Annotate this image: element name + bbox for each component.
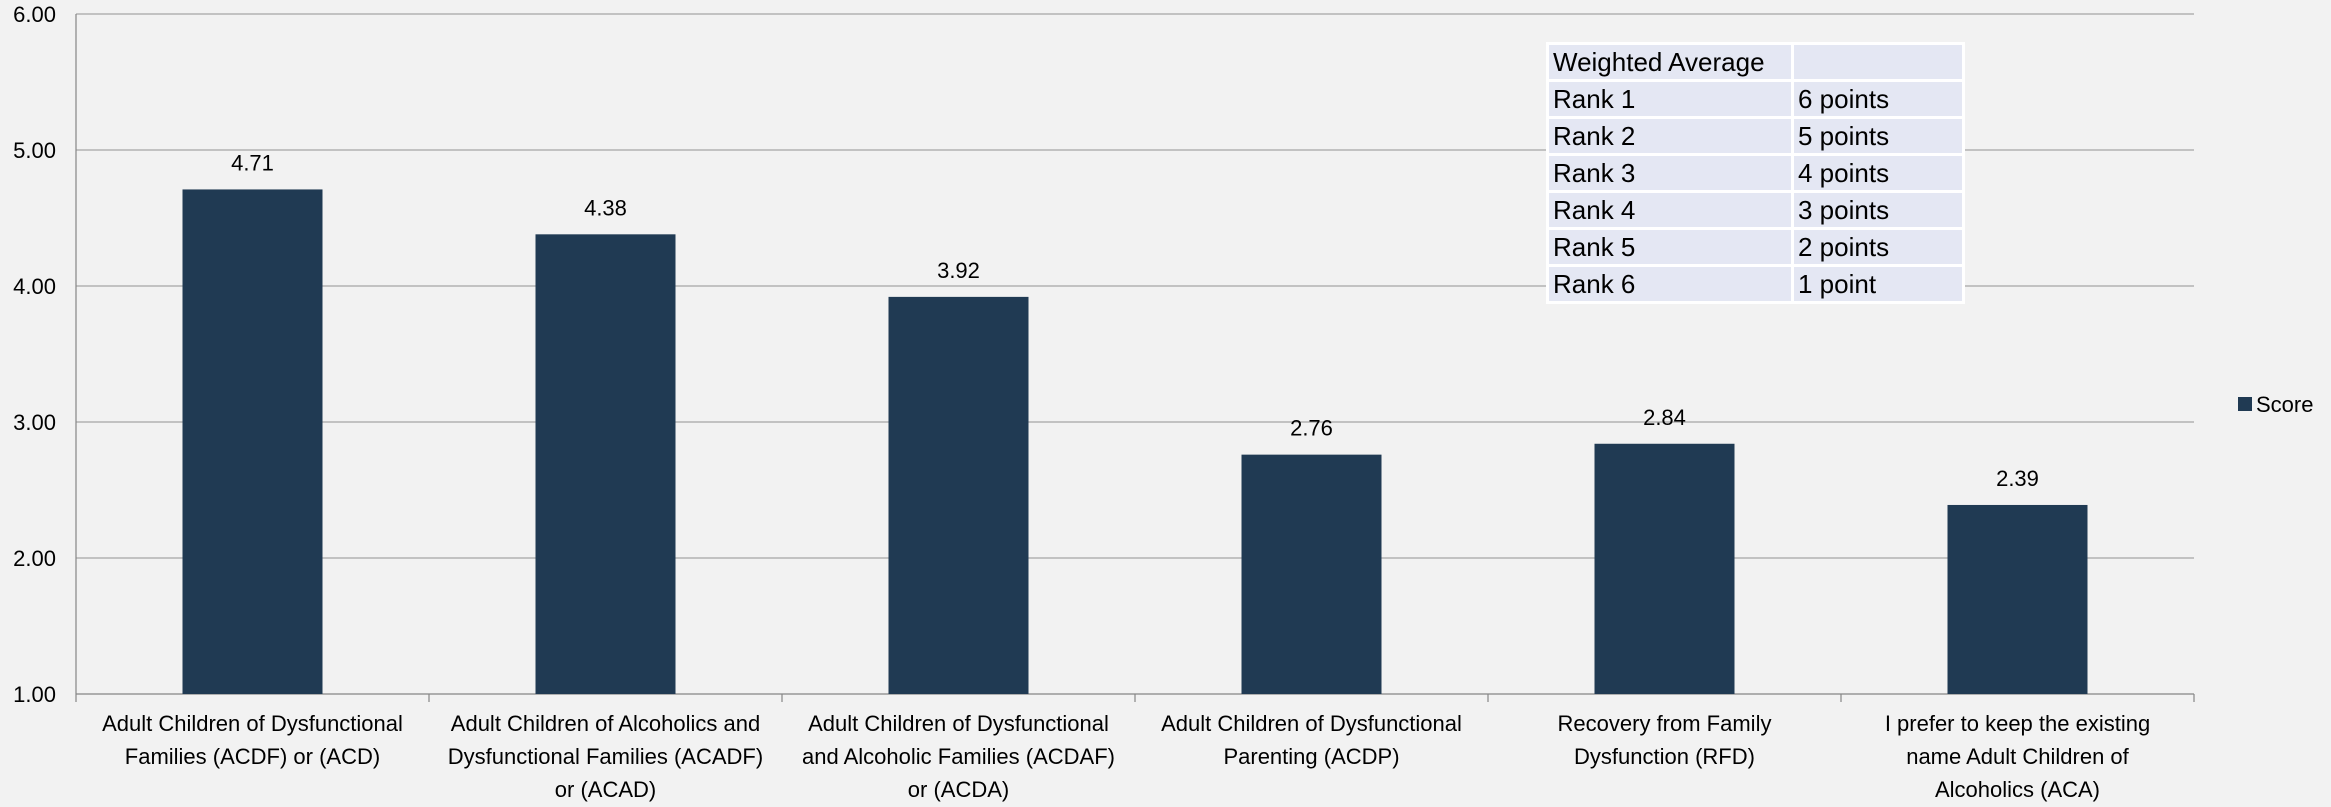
bar	[1947, 504, 2088, 694]
category-label: Adult Children of Dysfunctional Parenting…	[1161, 711, 1462, 769]
table-row: Rank 6 1 point	[1546, 264, 1965, 304]
category-label-line: or (ACDA)	[908, 777, 1009, 802]
category-label: Adult Children of Alcoholics and Dysfunct…	[448, 711, 763, 802]
y-tick-label: 5.00	[13, 138, 56, 163]
table-cell: 1 point	[1791, 264, 1965, 304]
category-label: I prefer to keep the existing name Adult …	[1885, 711, 2150, 802]
data-labels: 4.71 4.38 3.92 2.76 2.84 2.39	[231, 150, 2039, 491]
data-label: 2.76	[1290, 416, 1333, 441]
table-row: Rank 5 2 points	[1546, 227, 1965, 267]
bar	[888, 296, 1029, 694]
table-cell: Weighted Average	[1546, 42, 1794, 82]
category-label-line: Parenting (ACDP)	[1223, 744, 1399, 769]
table-cell: 6 points	[1791, 79, 1965, 119]
category-label-line: I prefer to keep the existing	[1885, 711, 2150, 736]
table-row: Rank 2 5 points	[1546, 116, 1965, 156]
data-label: 2.84	[1643, 405, 1686, 430]
category-label-line: Dysfunctional Families (ACADF)	[448, 744, 763, 769]
category-label: Adult Children of Dysfunctional Families …	[102, 711, 403, 769]
category-label-line: or (ACAD)	[555, 777, 656, 802]
table-cell	[1791, 42, 1965, 82]
table-cell: 4 points	[1791, 153, 1965, 193]
bar	[182, 189, 323, 694]
table-cell: Rank 4	[1546, 190, 1794, 230]
table-cell: 3 points	[1791, 190, 1965, 230]
category-label-line: Adult Children of Dysfunctional	[808, 711, 1109, 736]
category-label-line: Adult Children of Dysfunctional	[1161, 711, 1462, 736]
category-label-line: Recovery from Family	[1558, 711, 1772, 736]
bar	[1241, 454, 1382, 694]
y-tick-label: 2.00	[13, 546, 56, 571]
axes	[75, 14, 2195, 702]
data-label: 4.38	[584, 195, 627, 220]
y-tick-labels: 1.00 2.00 3.00 4.00 5.00 6.00	[13, 2, 56, 707]
legend-swatch	[2238, 397, 2252, 411]
category-label-line: name Adult Children of	[1906, 744, 2129, 769]
bars	[182, 189, 2088, 694]
bar	[1594, 443, 1735, 694]
data-label: 4.71	[231, 150, 274, 175]
legend: Score	[2238, 392, 2313, 417]
table-row: Rank 4 3 points	[1546, 190, 1965, 230]
category-label: Recovery from Family Dysfunction (RFD)	[1558, 711, 1772, 769]
weighted-average-table: Weighted Average Rank 1 6 points Rank 2 …	[1546, 42, 1965, 304]
table-cell: 2 points	[1791, 227, 1965, 267]
table-row: Rank 1 6 points	[1546, 79, 1965, 119]
category-label-line: Dysfunction (RFD)	[1574, 744, 1755, 769]
category-label-line: Adult Children of Dysfunctional	[102, 711, 403, 736]
bar	[535, 234, 676, 694]
y-tick-label: 1.00	[13, 682, 56, 707]
data-label: 3.92	[937, 258, 980, 283]
y-tick-label: 3.00	[13, 410, 56, 435]
table-cell: Rank 1	[1546, 79, 1794, 119]
category-label-line: and Alcoholic Families (ACDAF)	[802, 744, 1115, 769]
category-labels: Adult Children of Dysfunctional Families …	[102, 711, 2150, 802]
table-header-row: Weighted Average	[1546, 42, 1965, 82]
table-cell: 5 points	[1791, 116, 1965, 156]
y-tick-label: 4.00	[13, 274, 56, 299]
data-label: 2.39	[1996, 466, 2039, 491]
category-label-line: Families (ACDF) or (ACD)	[125, 744, 380, 769]
category-label-line: Alcoholics (ACA)	[1935, 777, 2100, 802]
category-label: Adult Children of Dysfunctional and Alcoh…	[802, 711, 1115, 802]
table-cell: Rank 6	[1546, 264, 1794, 304]
category-label-line: Adult Children of Alcoholics and	[451, 711, 760, 736]
table-cell: Rank 3	[1546, 153, 1794, 193]
table-cell: Rank 2	[1546, 116, 1794, 156]
table-row: Rank 3 4 points	[1546, 153, 1965, 193]
y-tick-label: 6.00	[13, 2, 56, 27]
legend-entry: Score	[2256, 392, 2313, 417]
table-cell: Rank 5	[1546, 227, 1794, 267]
